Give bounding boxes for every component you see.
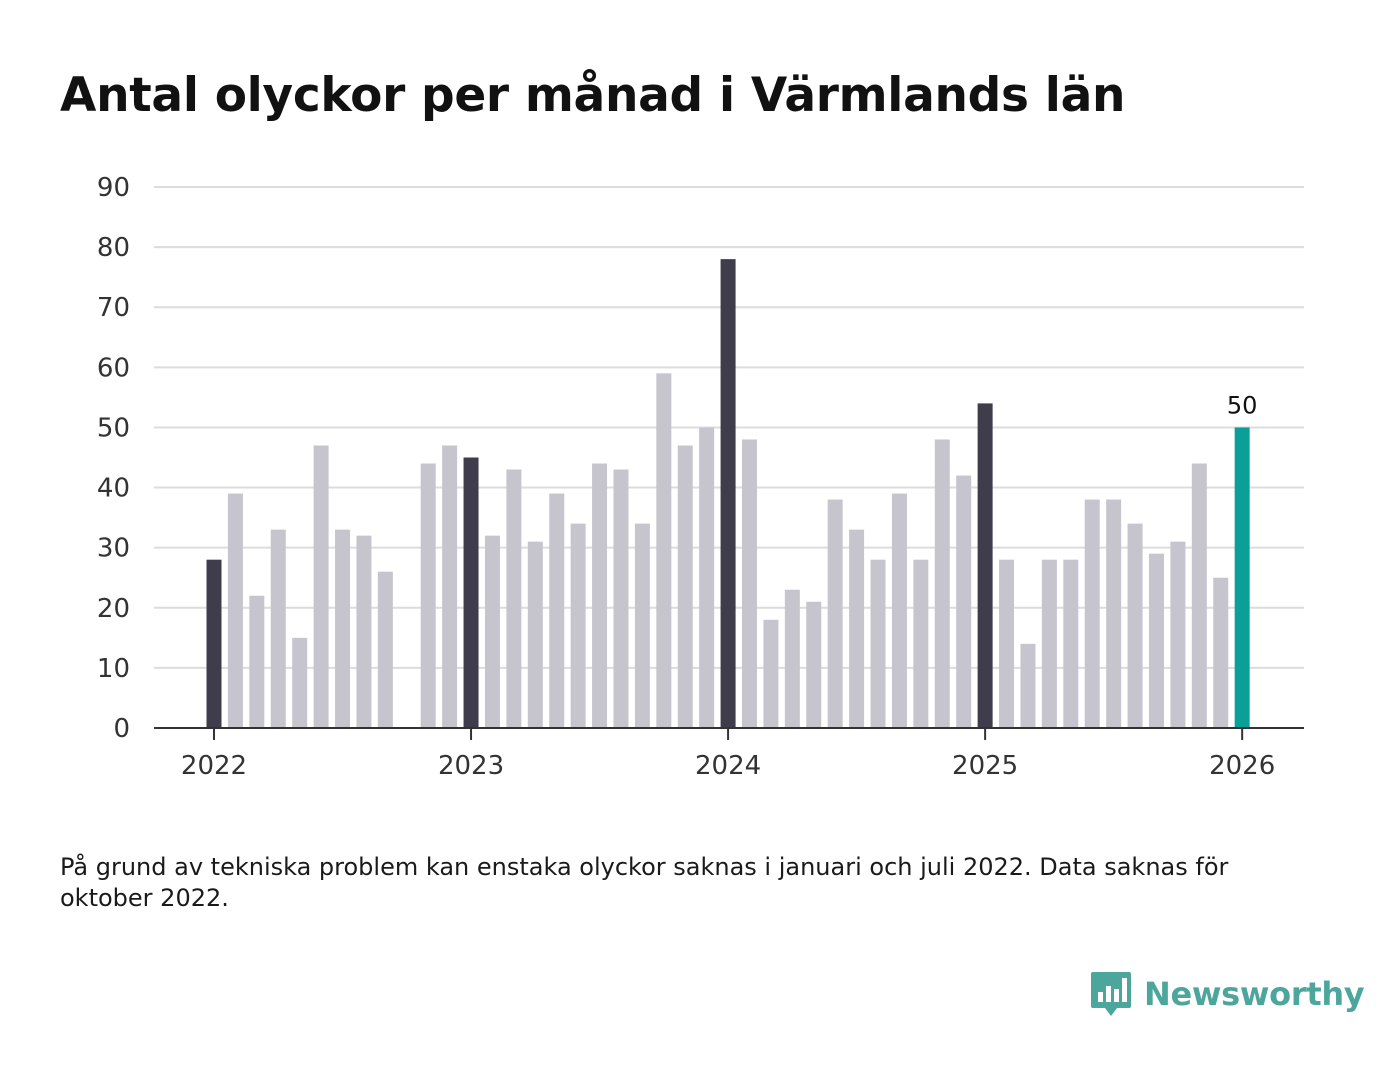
bar-2022-01 [206, 559, 222, 728]
bar-2025-01 [977, 403, 993, 728]
bar-2023-09 [634, 523, 650, 728]
y-tick-label: 30 [97, 534, 130, 564]
bar-2024-06 [827, 499, 843, 728]
bar-2022-08 [356, 535, 372, 728]
bar-2024-02 [742, 439, 757, 728]
bar-2025-09 [1148, 553, 1164, 728]
y-axis-ticks: 0 10 20 30 40 50 60 70 80 90 [97, 173, 130, 744]
y-tick-label: 0 [113, 714, 130, 744]
bar-2022-05 [292, 637, 308, 728]
bar-2024-10 [913, 559, 929, 728]
bars [154, 259, 1304, 729]
bar-2025-03 [1020, 643, 1036, 728]
y-tick-label: 40 [97, 474, 130, 504]
y-tick-label: 60 [97, 353, 130, 383]
bar-2025-08 [1127, 523, 1143, 728]
bar-2025-07 [1106, 499, 1122, 728]
bar-2023-12 [699, 427, 715, 728]
data-labels: 50 [1227, 391, 1258, 419]
bar-2022-02 [227, 493, 243, 728]
bar-2024-11 [934, 439, 950, 728]
bar-2023-08 [613, 469, 629, 728]
bar-2025-02 [999, 559, 1015, 728]
bar-2022-12 [442, 445, 458, 728]
bar-2025-12 [1213, 577, 1229, 728]
bar-2022-11 [420, 463, 436, 728]
bar-2022-04 [270, 529, 286, 728]
bar-2024-03 [763, 619, 779, 728]
x-axis-ticks: 2022 2023 2024 2025 2026 [181, 728, 1275, 781]
bar-2024-09 [891, 493, 907, 728]
bar-2024-04 [784, 589, 800, 728]
bar-2025-06 [1084, 499, 1100, 728]
bar-2023-02 [484, 535, 500, 728]
bar-2022-09 [377, 571, 393, 728]
y-tick-label: 70 [97, 293, 130, 323]
bar-2025-04 [1041, 559, 1057, 728]
bar-2022-07 [335, 529, 351, 728]
bar-2024-05 [806, 601, 822, 728]
x-tick-label: 2025 [952, 751, 1018, 781]
bar-2025-10 [1170, 541, 1186, 728]
bar-2022-06 [313, 445, 329, 728]
bar-2023-04 [527, 541, 543, 728]
bar-2026-01 [1234, 427, 1250, 728]
bar-2025-05 [1063, 559, 1079, 728]
brand-logo[interactable]: Newsworthy [1090, 970, 1365, 1018]
x-tick-label: 2023 [438, 751, 504, 781]
y-tick-label: 50 [97, 413, 130, 443]
y-tick-label: 10 [97, 654, 130, 684]
bar-2024-01 [720, 259, 736, 728]
footnote: På grund av tekniska problem kan enstaka… [60, 853, 1229, 912]
bar-2023-11 [677, 445, 693, 728]
bar-2023-07 [592, 463, 608, 728]
bar-2024-12 [956, 475, 972, 728]
newsworthy-logo-icon [1091, 972, 1131, 1016]
bar-2023-05 [549, 493, 565, 728]
y-tick-label: 80 [97, 233, 130, 263]
bar-2023-06 [570, 523, 586, 728]
bar-2023-10 [656, 373, 672, 728]
y-tick-label: 90 [97, 173, 130, 203]
y-tick-label: 20 [97, 594, 130, 624]
data-label: 50 [1227, 391, 1258, 419]
x-tick-label: 2022 [181, 751, 247, 781]
bar-2024-07 [849, 529, 865, 728]
bar-2023-03 [506, 469, 522, 728]
x-tick-label: 2026 [1209, 751, 1275, 781]
bar-2024-08 [870, 559, 886, 728]
chart-title: Antal olyckor per månad i Värmlands län [60, 68, 1126, 123]
bar-2025-11 [1191, 463, 1207, 728]
brand-name: Newsworthy [1144, 975, 1365, 1013]
bar-2022-03 [249, 595, 265, 728]
bar-2023-01 [463, 457, 479, 728]
x-tick-label: 2024 [695, 751, 761, 781]
